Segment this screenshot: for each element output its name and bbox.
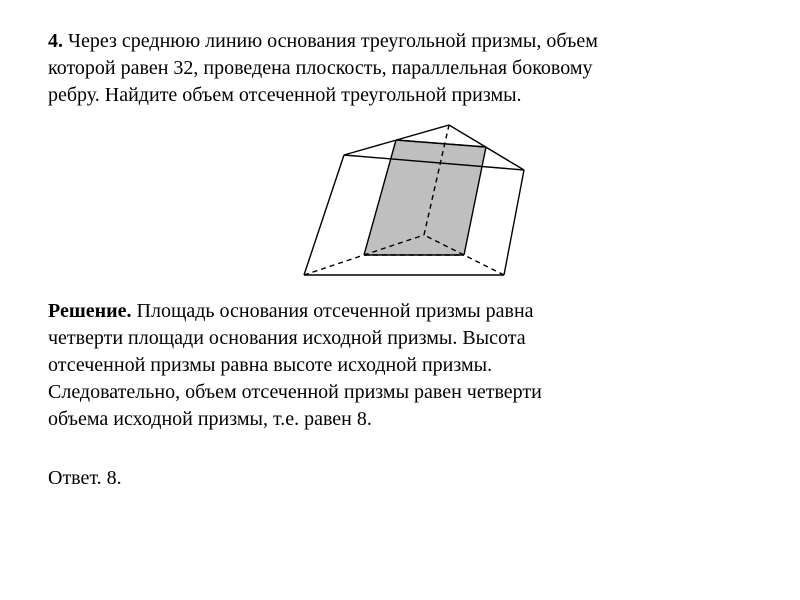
solution-label: Решение. xyxy=(48,300,132,322)
solution-block: Решение. Площадь основания отсеченной пр… xyxy=(48,298,760,433)
prism-figure xyxy=(48,115,760,290)
solution-text-line4: Следовательно, объем отсеченной призмы р… xyxy=(48,381,542,403)
solution-text-line3: отсеченной призмы равна высоте исходной … xyxy=(48,354,492,376)
page: 4. Через среднюю линию основания треугол… xyxy=(0,0,800,600)
answer-text: Ответ. 8. xyxy=(48,467,122,489)
prism-svg xyxy=(274,115,534,285)
problem-text-line3: ребру. Найдите объем отсеченной треуголь… xyxy=(48,84,522,106)
solution-text-line1: Площадь основания отсеченной призмы равн… xyxy=(137,300,534,322)
answer-block: Ответ. 8. xyxy=(48,467,760,490)
problem-text-line2: которой равен 32, проведена плоскость, п… xyxy=(48,57,592,79)
solution-text-line5: объема исходной призмы, т.е. равен 8. xyxy=(48,408,372,430)
problem-text-line1: Через среднюю линию основания треугольно… xyxy=(68,30,598,52)
problem-number: 4. xyxy=(48,30,63,52)
problem-statement: 4. Через среднюю линию основания треугол… xyxy=(48,28,760,109)
solution-text-line2: четверти площади основания исходной приз… xyxy=(48,327,526,349)
